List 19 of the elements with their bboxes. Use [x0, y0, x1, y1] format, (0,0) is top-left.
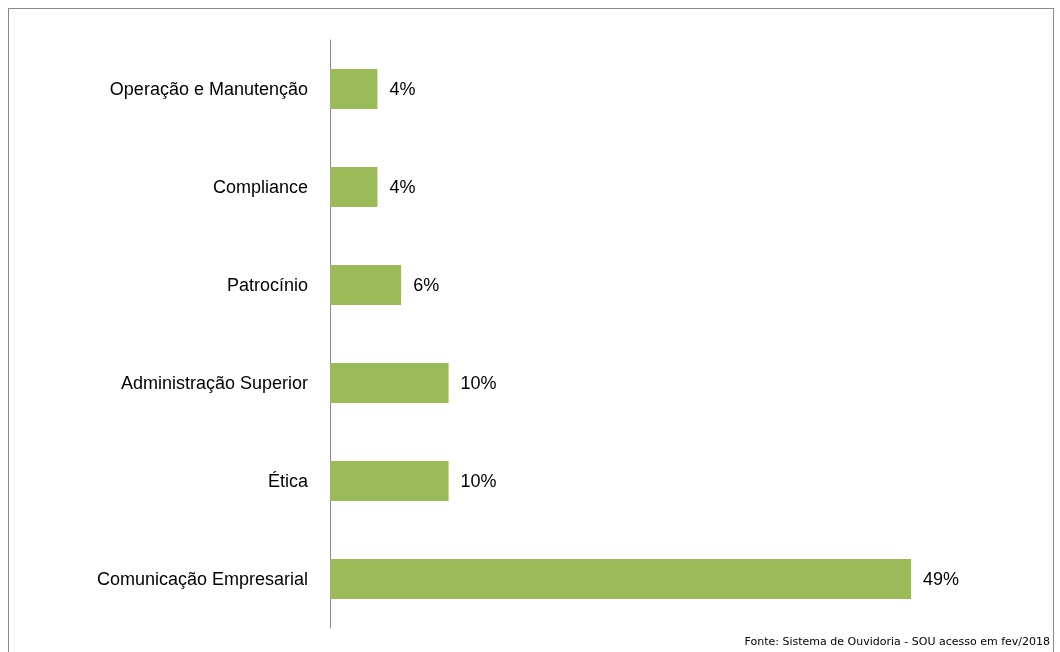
- y-tick-label: Comunicação Empresarial: [96, 569, 308, 589]
- y-tick-label: Administração Superior: [120, 373, 308, 393]
- data-label: 10%: [460, 373, 497, 393]
- bar: [330, 69, 378, 109]
- source-note: Fonte: Sistema de Ouvidoria - SOU acesso em fev/2018: [744, 635, 1050, 648]
- y-tick-label: Ética: [267, 471, 309, 491]
- bar: [330, 559, 911, 599]
- bar: [330, 363, 449, 403]
- data-label: 6%: [413, 275, 440, 295]
- data-label: 49%: [923, 569, 960, 589]
- bar: [330, 461, 449, 501]
- data-label: 4%: [389, 177, 416, 197]
- bar: [330, 167, 378, 207]
- y-tick-label: Compliance: [212, 177, 308, 197]
- y-tick-label: Operação e Manutenção: [109, 79, 308, 99]
- data-label: 10%: [460, 471, 497, 491]
- bar: [330, 265, 402, 305]
- y-tick-label: Patrocínio: [226, 275, 308, 295]
- data-label: 4%: [389, 79, 416, 99]
